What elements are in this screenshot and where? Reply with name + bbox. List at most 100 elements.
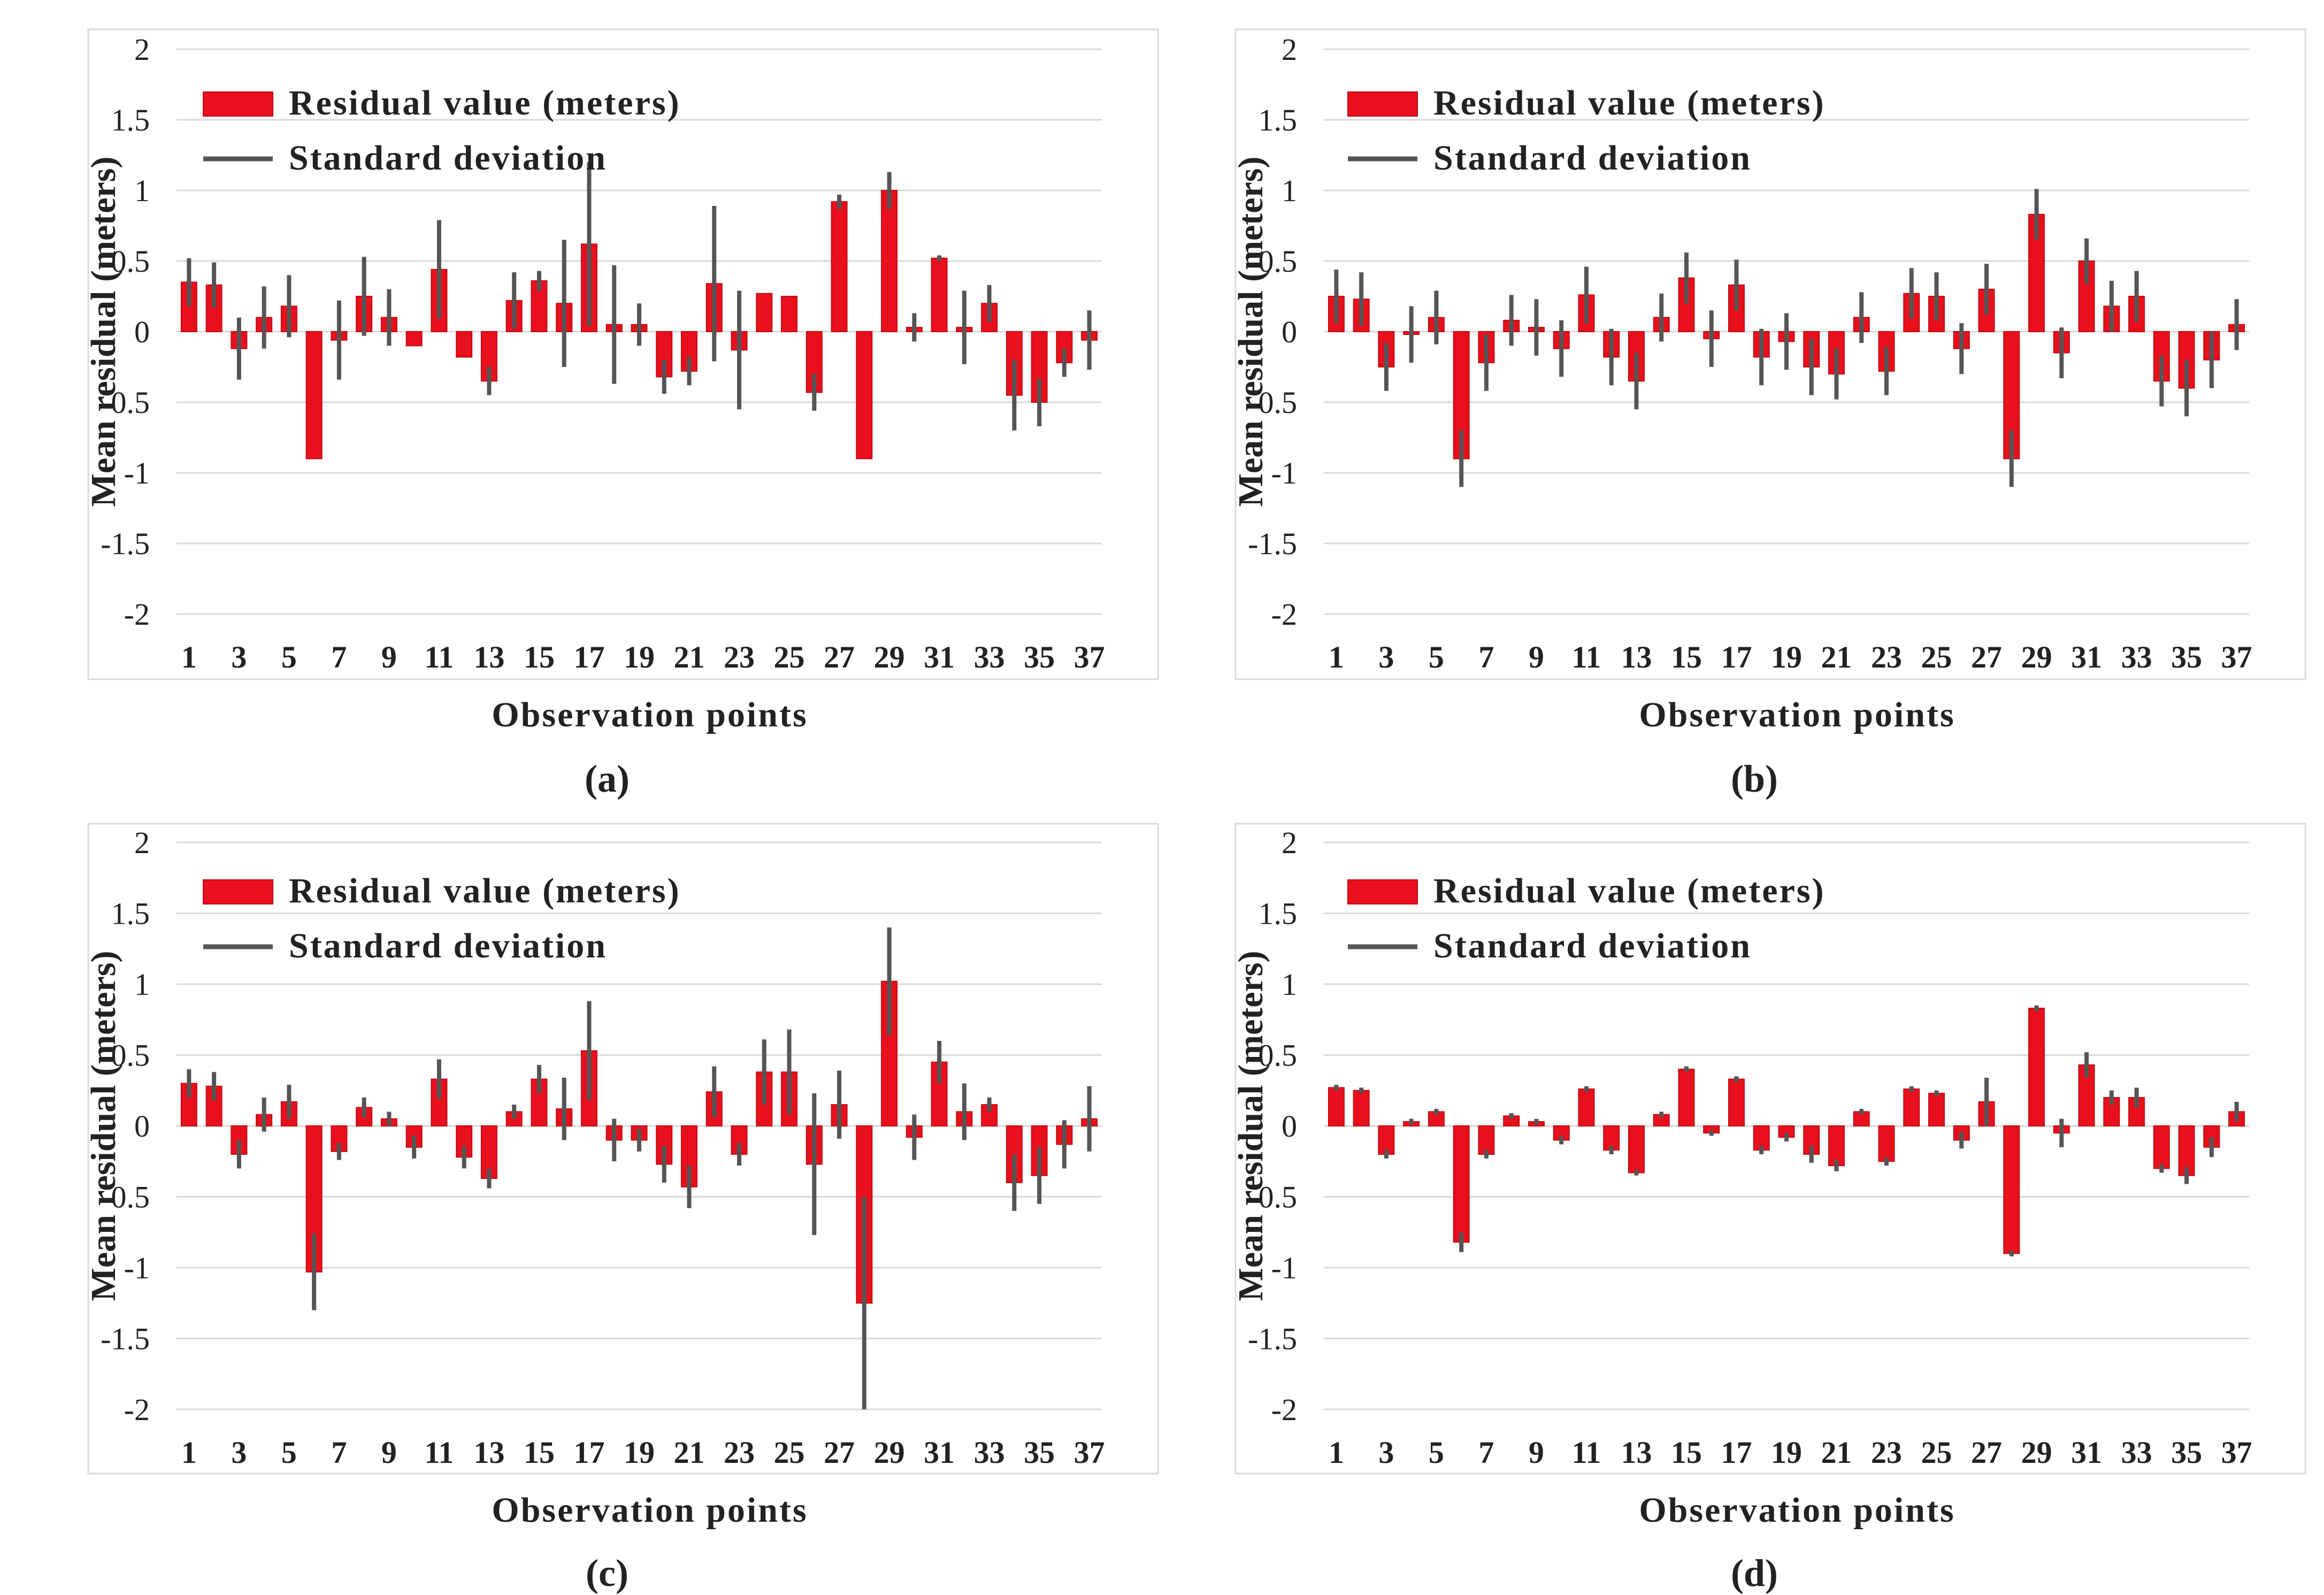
y-tick-label: 1 xyxy=(134,967,150,1002)
x-tick-label: 29 xyxy=(2021,1435,2052,1470)
y-tick-label: -2 xyxy=(1271,1392,1297,1427)
x-tick-label: 35 xyxy=(1024,640,1055,674)
y-tick-label: -2 xyxy=(124,597,150,632)
bar-point-23 xyxy=(1878,1125,1895,1162)
y-tick-label: -1.5 xyxy=(101,526,150,561)
x-tick-label: 35 xyxy=(1024,1435,1055,1470)
x-axis-title: Observation points xyxy=(1639,1491,1955,1530)
x-tick-label: 21 xyxy=(1821,1435,1852,1470)
bar-point-21 xyxy=(1828,1125,1845,1167)
x-tick-label: 21 xyxy=(1821,640,1852,674)
x-tick-label: 29 xyxy=(2021,640,2052,674)
legend-label-residual: Residual value (meters) xyxy=(1433,83,1826,122)
x-tick-label: 9 xyxy=(381,640,397,674)
x-tick-label: 31 xyxy=(2071,1435,2102,1470)
y-tick-label: 1.5 xyxy=(1259,103,1298,137)
bar-point-7 xyxy=(1478,1125,1495,1155)
panel-label: (a) xyxy=(585,757,630,800)
x-axis-title: Observation points xyxy=(492,695,808,734)
y-axis-title: Mean residual (meters) xyxy=(84,951,123,1301)
y-tick-label: 0.5 xyxy=(1259,1038,1298,1073)
legend-label-std: Standard deviation xyxy=(289,139,607,178)
y-axis-title: Mean residual (meters) xyxy=(84,157,123,507)
x-tick-label: 19 xyxy=(624,640,655,674)
panel-label: (d) xyxy=(1731,1552,1778,1594)
y-tick-label: 1 xyxy=(134,173,150,208)
x-tick-label: 27 xyxy=(1971,640,2002,674)
y-tick-label: -1 xyxy=(124,1251,150,1285)
chart-frame xyxy=(87,823,1159,1475)
x-tick-label: 19 xyxy=(1771,640,1802,674)
x-tick-label: 17 xyxy=(573,1435,604,1470)
legend-swatch-residual xyxy=(203,91,273,117)
x-tick-label: 9 xyxy=(1529,1435,1544,1470)
x-tick-label: 3 xyxy=(231,640,247,674)
y-tick-label: -0.5 xyxy=(101,1180,150,1215)
y-tick-label: -1 xyxy=(124,456,150,490)
y-tick-label: 0.5 xyxy=(1259,244,1298,279)
x-tick-label: 1 xyxy=(1329,640,1344,674)
x-axis-title: Observation points xyxy=(492,1491,808,1530)
y-tick-label: 0.5 xyxy=(111,244,150,279)
x-tick-label: 15 xyxy=(1671,1435,1702,1470)
bar-point-29 xyxy=(881,190,898,332)
x-tick-label: 21 xyxy=(674,640,705,674)
x-tick-label: 25 xyxy=(774,640,805,674)
y-axis-title: Mean residual (meters) xyxy=(1231,157,1270,507)
x-tick-label: 27 xyxy=(824,1435,855,1470)
legend-label-residual: Residual value (meters) xyxy=(289,871,681,910)
x-tick-label: 27 xyxy=(824,640,855,674)
x-tick-label: 7 xyxy=(331,1435,347,1470)
x-axis-title: Observation points xyxy=(1639,695,1955,734)
x-tick-label: 5 xyxy=(281,1435,297,1470)
x-tick-label: 21 xyxy=(674,1435,705,1470)
x-tick-label: 5 xyxy=(281,640,297,674)
x-tick-label: 23 xyxy=(724,1435,755,1470)
y-tick-label: -1 xyxy=(1271,456,1297,490)
x-tick-label: 27 xyxy=(1971,1435,2002,1470)
y-tick-label: -1.5 xyxy=(101,1322,150,1356)
bar-point-6 xyxy=(1453,1125,1470,1243)
y-tick-label: -2 xyxy=(1271,597,1297,632)
y-tick-label: 0 xyxy=(134,315,150,349)
x-tick-label: 37 xyxy=(1074,1435,1105,1470)
bar-point-24 xyxy=(756,293,773,332)
x-tick-label: 13 xyxy=(473,640,504,674)
y-tick-label: -1 xyxy=(1271,1251,1297,1285)
bar-point-34 xyxy=(2153,1125,2170,1169)
bar-point-28 xyxy=(2003,1125,2020,1254)
y-tick-label: 2 xyxy=(1282,825,1297,860)
bar-point-17 xyxy=(1728,1078,1745,1127)
bar-point-28 xyxy=(856,331,873,459)
bar-point-31 xyxy=(931,257,948,332)
bar-point-24 xyxy=(1903,1088,1920,1126)
bar-point-10 xyxy=(405,331,423,347)
panel-label: (c) xyxy=(586,1552,628,1594)
x-tick-label: 3 xyxy=(1378,1435,1394,1470)
x-tick-label: 1 xyxy=(181,1435,197,1470)
bar-point-1 xyxy=(180,281,197,332)
bar-point-12 xyxy=(456,331,473,358)
legend-label-std: Standard deviation xyxy=(289,926,607,965)
y-tick-label: 2 xyxy=(134,32,150,67)
panel-label: (b) xyxy=(1731,757,1778,800)
x-tick-label: 17 xyxy=(573,640,604,674)
bar-point-31 xyxy=(931,1061,948,1126)
x-tick-label: 13 xyxy=(1621,640,1652,674)
x-tick-label: 25 xyxy=(774,1435,805,1470)
x-tick-label: 13 xyxy=(1621,1435,1652,1470)
legend-label-std: Standard deviation xyxy=(1433,926,1752,965)
x-tick-label: 35 xyxy=(2171,640,2202,674)
y-tick-label: -1.5 xyxy=(1248,1322,1297,1356)
y-tick-label: 0 xyxy=(134,1109,150,1144)
x-tick-label: 37 xyxy=(1074,640,1105,674)
y-tick-label: 2 xyxy=(1282,32,1297,67)
bar-point-11 xyxy=(1578,1088,1595,1126)
y-tick-label: -0.5 xyxy=(1248,385,1297,420)
x-tick-label: 17 xyxy=(1721,1435,1752,1470)
x-tick-label: 9 xyxy=(381,1435,397,1470)
legend-swatch-residual xyxy=(1347,879,1418,904)
legend-swatch-residual xyxy=(1347,91,1418,117)
bar-point-25 xyxy=(1928,1093,1945,1127)
